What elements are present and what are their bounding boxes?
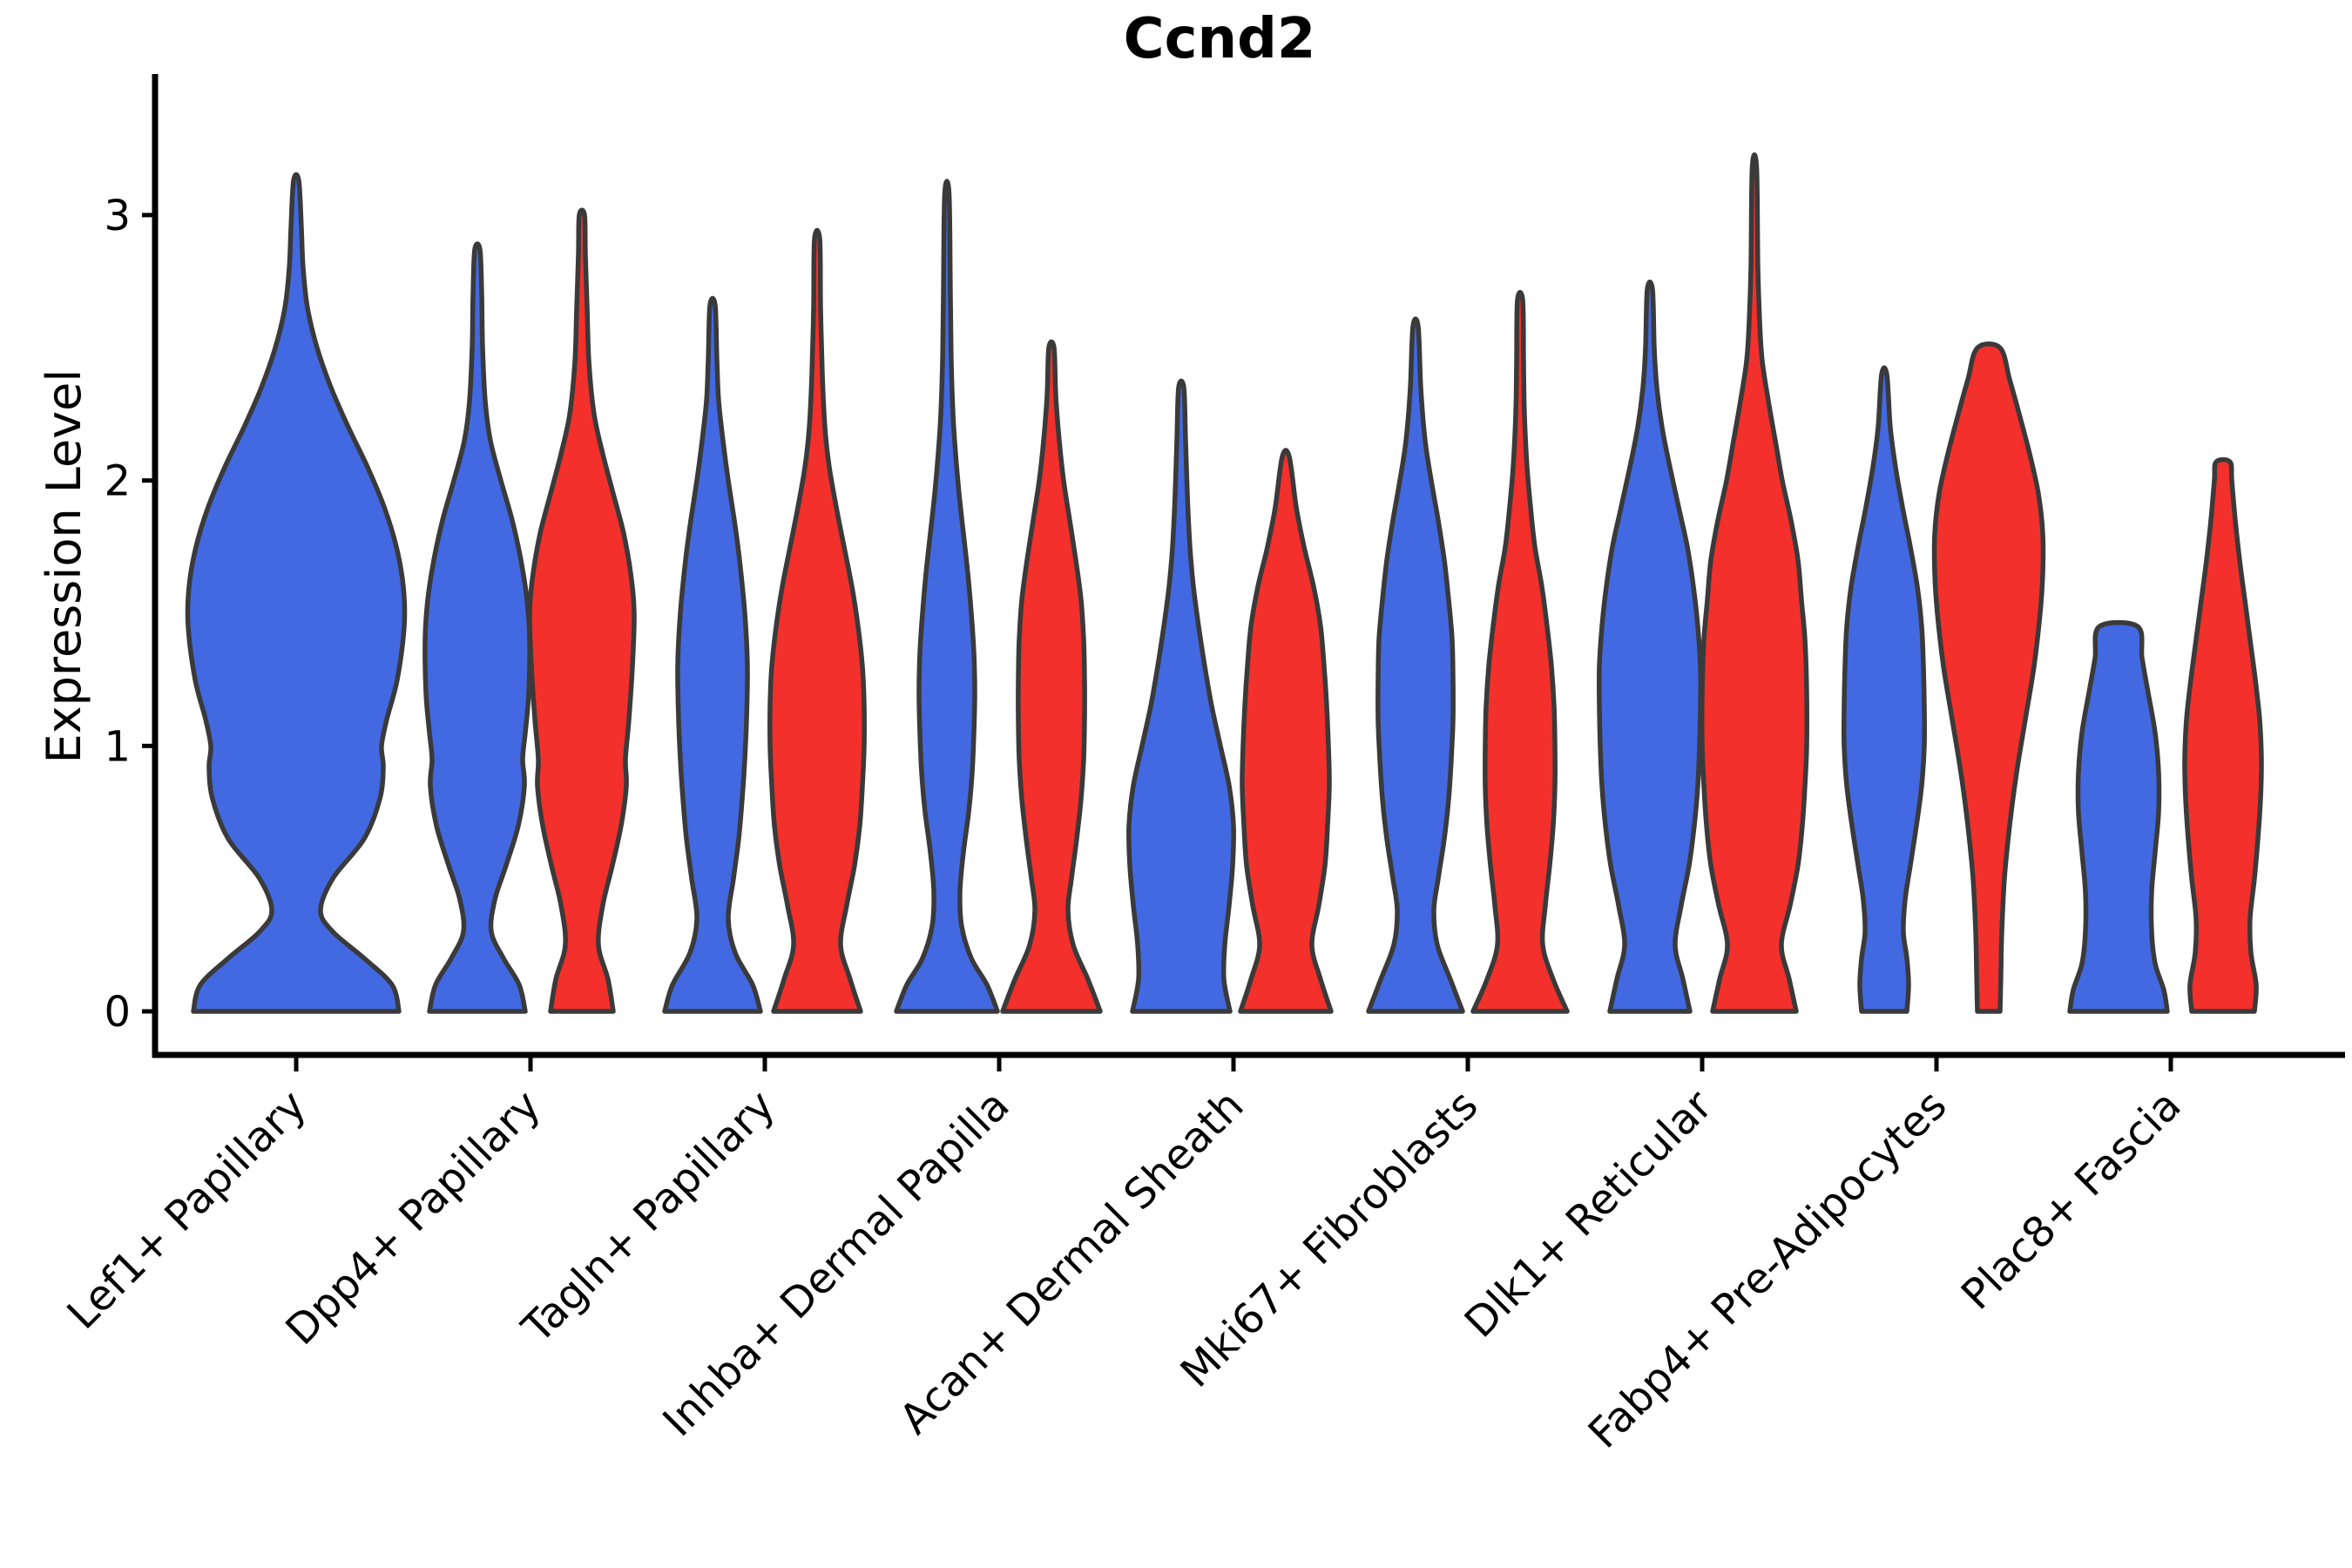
violins-layer <box>185 152 2264 1014</box>
violin-tagln-papillary-blue <box>662 295 763 1014</box>
y-tick-label-3: 3 <box>104 192 131 240</box>
violin-lef1-papillary-blue <box>185 172 408 1014</box>
violin-acan-dermal-sheath-blue <box>1125 378 1237 1014</box>
violin-plac8-fascia-blue <box>2067 619 2170 1014</box>
y-axis-ticks: 0 1 2 3 <box>104 192 155 1037</box>
violin-acan-dermal-sheath-red <box>1238 448 1334 1014</box>
violin-dpp4-papillary-red <box>527 207 637 1014</box>
violin-inhba-dermal-papilla-red <box>1000 339 1103 1014</box>
violin-mki67-fibroblasts-red <box>1470 289 1570 1014</box>
violin-fabp4-pre-adipocytes-blue <box>1841 365 1928 1014</box>
violin-mki67-fibroblasts-blue <box>1366 316 1465 1014</box>
violin-dlk1-reticular-red <box>1700 152 1809 1014</box>
chart-title: Ccnd2 <box>1124 7 1316 71</box>
y-tick-label-1: 1 <box>104 722 131 771</box>
y-tick-label-0: 0 <box>104 988 131 1037</box>
violin-fabp4-pre-adipocytes-red <box>1931 341 2046 1014</box>
violin-dlk1-reticular-blue <box>1596 280 1704 1014</box>
y-axis-label: Expression Level <box>37 369 91 764</box>
violin-dpp4-papillary-blue <box>422 241 532 1014</box>
violin-plac8-fascia-red <box>2182 456 2264 1014</box>
violin-inhba-dermal-papilla-blue <box>894 179 1000 1014</box>
violin-tagln-papillary-red <box>767 227 867 1014</box>
y-tick-label-2: 2 <box>104 457 131 506</box>
